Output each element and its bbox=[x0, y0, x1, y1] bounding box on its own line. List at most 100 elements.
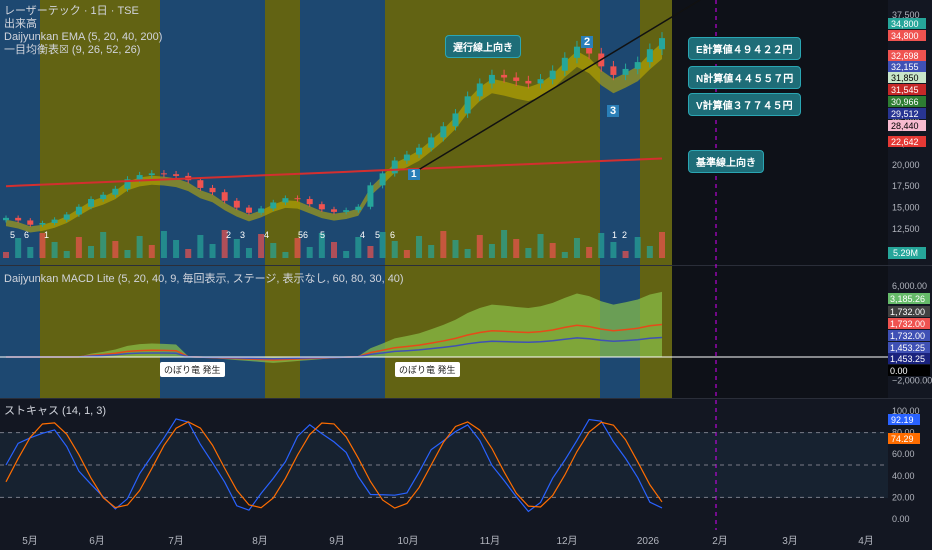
stage-number: 4 bbox=[360, 230, 365, 240]
x-tick-label: 6月 bbox=[89, 535, 105, 547]
marker-1: 1 bbox=[408, 169, 420, 180]
x-tick-label: 11月 bbox=[480, 535, 500, 547]
candle-body bbox=[270, 202, 277, 209]
volume-bar bbox=[282, 252, 289, 258]
chikou-trend-line bbox=[409, 0, 701, 176]
candle-body bbox=[233, 200, 240, 208]
volume-bar bbox=[573, 238, 580, 258]
candle-body bbox=[488, 74, 495, 84]
volume-bar bbox=[331, 242, 337, 258]
stage-number: 5 bbox=[10, 230, 15, 240]
volume-bar bbox=[173, 240, 180, 258]
stoch-tick-label: 80.00 bbox=[892, 428, 915, 438]
legend-ema[interactable]: Daijyunkan EMA (5, 20, 40, 200) bbox=[4, 31, 163, 43]
volume-bar bbox=[428, 245, 435, 258]
candle-body bbox=[525, 80, 532, 84]
price-tag bbox=[888, 72, 926, 83]
price-tag-label: 30,966 bbox=[891, 97, 919, 107]
volume-bar bbox=[100, 232, 107, 258]
volume-bar bbox=[75, 237, 82, 258]
candle-body bbox=[3, 217, 9, 221]
volume-bar bbox=[221, 230, 228, 258]
stoch-value-label: 92.19 bbox=[891, 415, 914, 425]
candle-body bbox=[148, 173, 155, 176]
ichimoku-cloud bbox=[6, 42, 662, 233]
volume-bar bbox=[63, 251, 70, 258]
price-tag bbox=[888, 50, 926, 61]
candle-body bbox=[282, 198, 289, 203]
candle-body bbox=[27, 220, 34, 225]
x-tick-label: 4月 bbox=[858, 535, 874, 547]
x-tick-label: 9月 bbox=[329, 535, 345, 547]
stage-number: 6 bbox=[390, 230, 395, 240]
candle-body bbox=[501, 74, 508, 78]
stoch-tick-label: 60.00 bbox=[892, 449, 915, 459]
stoch-value-tag bbox=[888, 414, 920, 425]
price-tag bbox=[888, 108, 926, 119]
macd-value-label: 1,732.00 bbox=[890, 331, 925, 341]
stage-band bbox=[340, 0, 385, 398]
x-tick-label: 2月 bbox=[712, 535, 728, 547]
candle-body bbox=[209, 187, 216, 193]
volume-bar bbox=[209, 244, 216, 258]
candle-body bbox=[75, 206, 82, 215]
stoch-tick-label: 0.00 bbox=[892, 514, 910, 524]
candle-body bbox=[197, 180, 204, 188]
stage-number: 3 bbox=[240, 230, 245, 240]
macd-value-tag bbox=[888, 342, 930, 353]
volume-bar bbox=[233, 239, 240, 258]
marker-2: 2 bbox=[581, 36, 594, 48]
legend-stoch[interactable]: ストキャス (14, 1, 3) bbox=[4, 405, 107, 417]
price-tick-label: 37,500 bbox=[892, 10, 920, 20]
legend-volume[interactable]: 出来高 bbox=[4, 18, 37, 30]
price-tag-label: 22,642 bbox=[891, 137, 919, 147]
macd-value-label: 0.00 bbox=[890, 366, 908, 376]
volume-bar bbox=[598, 233, 605, 258]
legend-macd[interactable]: Daijyunkan MACD Lite (5, 20, 40, 9, 毎回表示… bbox=[4, 273, 404, 285]
candle-body bbox=[537, 79, 544, 84]
macd-value-tag bbox=[888, 306, 930, 317]
volume-bar bbox=[379, 232, 386, 258]
stoch-tick-label: 100.00 bbox=[892, 406, 920, 416]
price-tag bbox=[888, 136, 926, 147]
candle-body bbox=[416, 147, 423, 155]
candle-body bbox=[573, 46, 580, 58]
legend-title[interactable]: レーザーテック · 1日 · TSE bbox=[4, 5, 139, 17]
volume-bar bbox=[3, 252, 9, 258]
stage-number: 6 bbox=[24, 230, 29, 240]
candle-body bbox=[39, 223, 46, 225]
volume-bar bbox=[136, 236, 143, 258]
volume-bar bbox=[586, 247, 593, 258]
volume-bar bbox=[440, 231, 447, 258]
volume-bar bbox=[646, 246, 653, 258]
x-tick-label: 3月 bbox=[782, 535, 798, 547]
nobori-label-1: のぼり竜 発生 bbox=[160, 362, 225, 377]
volume-bar bbox=[659, 232, 665, 258]
x-tick-label: 5月 bbox=[22, 535, 38, 547]
volume-bar bbox=[476, 235, 483, 258]
volume-bar bbox=[525, 248, 532, 258]
volume-bar bbox=[294, 238, 301, 258]
macd-tick-label: 6,000.00 bbox=[892, 281, 927, 291]
x-tick-label: 7月 bbox=[168, 535, 184, 547]
volume-bar bbox=[355, 237, 362, 258]
candle-body bbox=[221, 192, 228, 201]
volume-bar bbox=[452, 240, 459, 258]
volume-bar bbox=[15, 238, 22, 258]
volume-bar bbox=[148, 245, 155, 258]
stage-band bbox=[160, 0, 200, 398]
volume-bar bbox=[270, 243, 277, 258]
macd-value-label: 1,732.00 bbox=[890, 319, 925, 329]
volume-bar bbox=[634, 237, 641, 258]
price-tick-label: 12,500 bbox=[892, 224, 920, 234]
macd-area bbox=[6, 291, 662, 363]
candle-body bbox=[659, 38, 665, 50]
volume-tag-label: 5.29M bbox=[893, 248, 918, 258]
legend-ichimoku[interactable]: 一目均衡表☒ (9, 26, 52, 26) bbox=[4, 44, 141, 56]
stage-number: 56 bbox=[298, 230, 308, 240]
candle-body bbox=[294, 198, 301, 200]
volume-bar bbox=[27, 247, 34, 258]
macd-value-tag bbox=[888, 365, 930, 376]
callout-v-calc: V計算値３７７４５円 bbox=[688, 93, 801, 116]
